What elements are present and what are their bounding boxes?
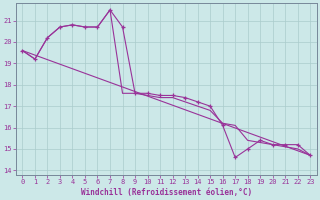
X-axis label: Windchill (Refroidissement éolien,°C): Windchill (Refroidissement éolien,°C)	[81, 188, 252, 197]
